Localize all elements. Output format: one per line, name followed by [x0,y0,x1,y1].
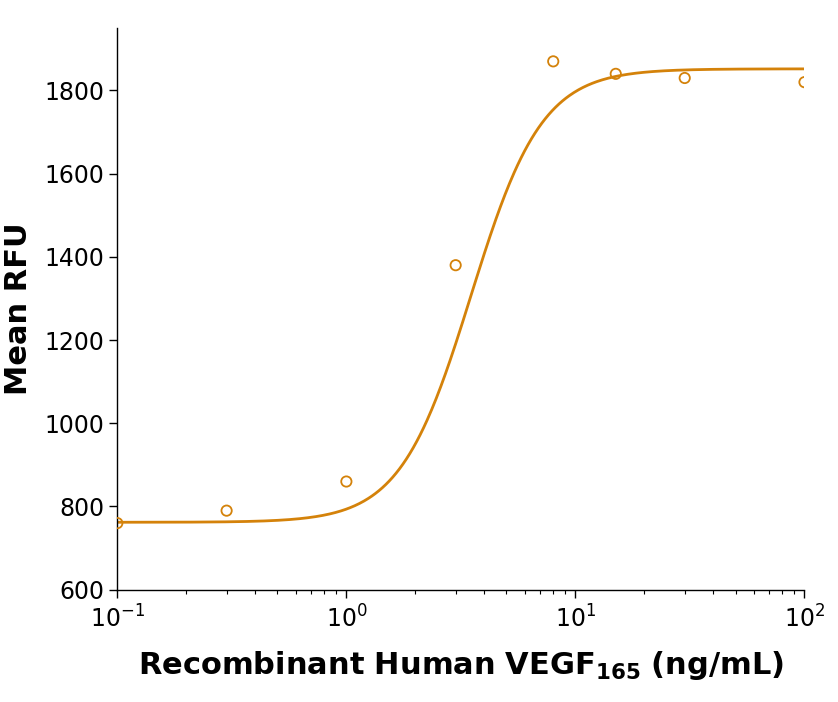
X-axis label: $\mathbf{Recombinant\ Human\ VEGF_{165}\ (ng/mL)}$: $\mathbf{Recombinant\ Human\ VEGF_{165}\… [137,649,784,682]
Point [609,68,623,79]
Point [798,77,811,88]
Point [339,476,353,487]
Y-axis label: Mean RFU: Mean RFU [4,223,33,395]
Point [111,517,124,529]
Point [546,55,560,67]
Point [449,260,463,271]
Point [220,505,233,516]
Point [678,72,691,84]
